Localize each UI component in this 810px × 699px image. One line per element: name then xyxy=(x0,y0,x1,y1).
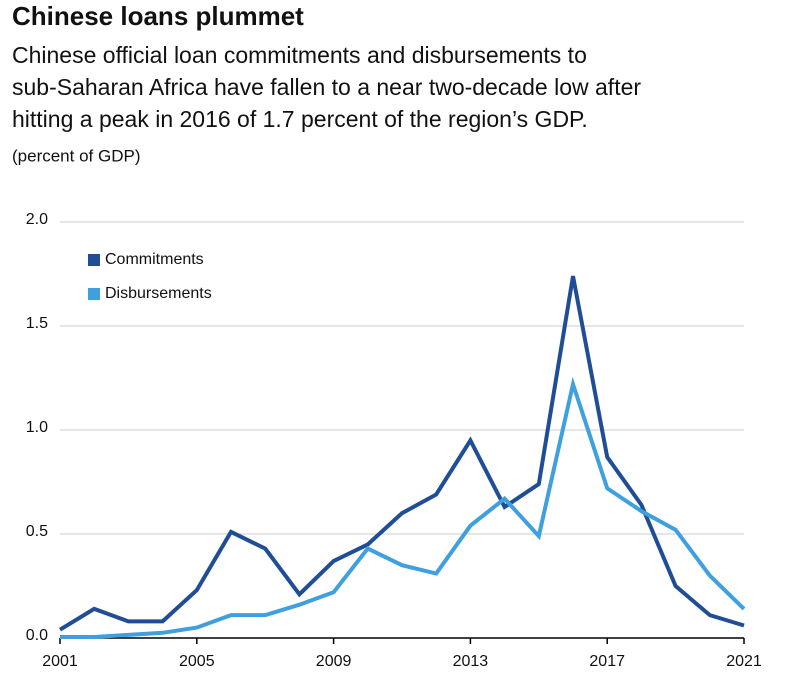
subtitle: hitting a peak in 2016 of 1.7 percent of… xyxy=(12,106,588,132)
line xyxy=(60,376,746,639)
x-tick-label: 2001 xyxy=(42,653,78,670)
y-tick-label: 1.0 xyxy=(26,419,48,436)
y-tick-label: 0.5 xyxy=(26,523,48,540)
x-tick-label: 2021 xyxy=(726,653,762,670)
y-axis-label: (percent of GDP) xyxy=(12,146,141,165)
subtitle: sub-Saharan Africa have fallen to a near… xyxy=(12,74,641,100)
chart-title: Chinese loans plummet xyxy=(12,1,304,31)
legend-label: Commitments xyxy=(105,251,204,268)
x-tick-label: 2005 xyxy=(179,653,215,670)
x-tick-label: 2009 xyxy=(316,653,352,670)
subtitle: Chinese official loan commitments and di… xyxy=(12,42,587,68)
y-tick-label: 0.0 xyxy=(26,627,48,644)
line xyxy=(58,275,745,632)
x-tick-label: 2017 xyxy=(589,653,625,670)
legend-swatch xyxy=(88,288,100,300)
y-tick-label: 1.5 xyxy=(26,315,48,332)
legend-swatch xyxy=(88,254,100,266)
x-tick-label: 2013 xyxy=(453,653,489,670)
legend-label: Disbursements xyxy=(105,285,212,302)
y-tick-label: 2.0 xyxy=(26,211,48,228)
